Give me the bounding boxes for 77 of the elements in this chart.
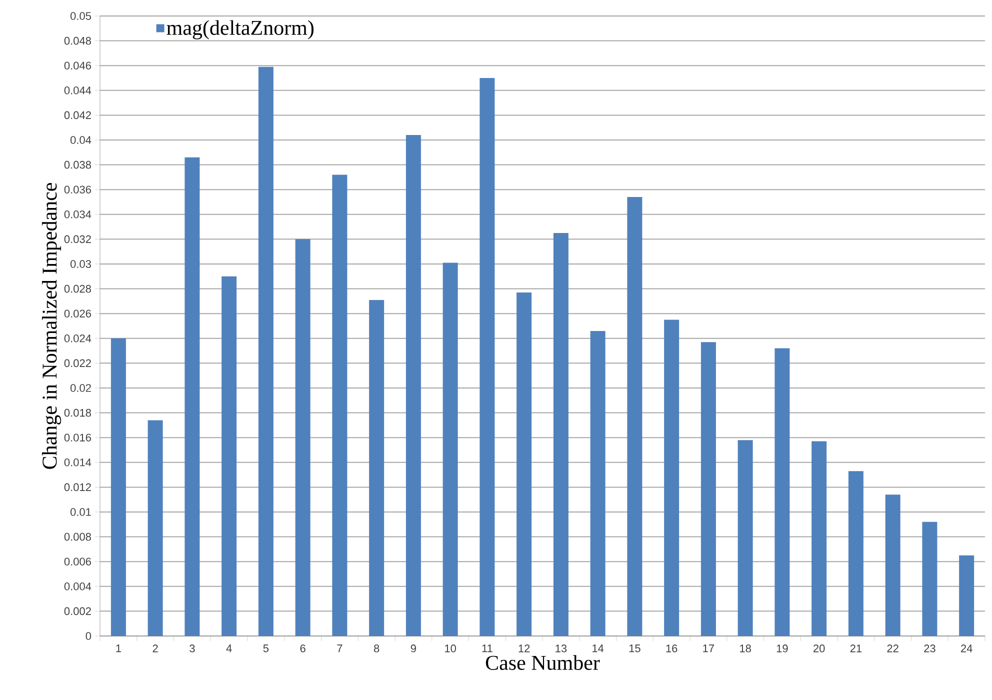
y-tick-label: 0.01: [70, 508, 91, 516]
y-tick-label: 0.022: [64, 359, 91, 368]
y-tick-label: 0.05: [70, 12, 92, 20]
x-tick-label: 9: [410, 644, 416, 652]
x-tick-label: 24: [961, 644, 972, 652]
x-tick-label: 5: [263, 644, 269, 652]
x-tick-label: 14: [592, 644, 604, 652]
y-tick-label: 0.026: [64, 310, 91, 318]
bar: [812, 441, 827, 636]
y-tick-label: 0.032: [64, 235, 91, 244]
y-tick-label: 0.004: [64, 582, 92, 590]
x-tick-label: 8: [374, 644, 380, 652]
bar: [110, 338, 126, 636]
bar: [700, 342, 716, 636]
y-tick-label: 0.028: [64, 284, 91, 293]
y-tick-label: 0.008: [64, 532, 91, 541]
bar: [480, 78, 495, 636]
x-tick-label: 10: [445, 644, 456, 652]
x-tick-label: 22: [887, 644, 898, 652]
bar: [369, 300, 384, 636]
bar: [222, 276, 237, 636]
x-tick-label: 18: [740, 644, 751, 652]
y-tick-label: 0.024: [64, 334, 92, 342]
y-tick-label: 0.038: [64, 160, 91, 169]
bar: [148, 420, 163, 636]
x-tick-label: 11: [482, 644, 492, 652]
y-tick-label: 0.002: [64, 607, 91, 616]
x-tick-label: 3: [190, 644, 195, 652]
bar: [922, 522, 938, 636]
bar: [590, 330, 606, 636]
bar: [774, 348, 790, 636]
bar: [332, 174, 348, 636]
x-tick-label: 20: [814, 644, 825, 652]
y-tick-label: 0.02: [70, 384, 91, 392]
y-tick-label: 0.012: [64, 483, 91, 492]
y-tick-label: 0.046: [64, 62, 91, 70]
bar: [295, 239, 310, 636]
x-tick-label: 23: [924, 644, 936, 652]
bar: [738, 440, 753, 636]
x-tick-label: 12: [518, 644, 530, 652]
x-tick-label: 16: [666, 644, 678, 652]
x-axis-title: Case Number: [486, 655, 600, 670]
y-tick-label: 0: [86, 632, 92, 640]
x-tick-label: 13: [556, 644, 567, 652]
bar: [553, 232, 568, 636]
y-tick-label: 0.016: [64, 434, 91, 442]
y-tick-label: 0.042: [64, 111, 91, 120]
x-tick-label: 2: [152, 644, 158, 652]
bar: [959, 555, 974, 636]
bar: [627, 197, 642, 636]
y-tick-label: 0.034: [64, 210, 92, 218]
x-tick-label: 6: [300, 644, 306, 652]
x-tick-label: 17: [703, 644, 714, 652]
x-tick-label: 7: [337, 644, 342, 652]
legend-label: mag(deltaZnorm): [166, 20, 314, 40]
bar: [664, 320, 680, 636]
x-tick-label: 1: [116, 644, 121, 652]
y-tick-label: 0.044: [64, 86, 92, 94]
x-tick-label: 4: [226, 644, 232, 652]
y-tick-label: 0.006: [64, 558, 91, 566]
y-tick-label: 0.048: [64, 36, 91, 45]
bar: [406, 135, 421, 636]
bar: [442, 262, 458, 636]
bar: [258, 66, 274, 636]
bar: [516, 292, 532, 636]
y-tick-label: 0.036: [64, 186, 91, 194]
x-tick-label: 19: [776, 644, 788, 652]
y-tick-label: 0.03: [70, 260, 91, 268]
bar: [885, 494, 900, 636]
bar: [184, 157, 200, 636]
x-tick-label: 21: [850, 644, 862, 652]
y-tick-label: 0.014: [64, 458, 92, 466]
y-axis-title: Change in Normalized Impedance: [42, 182, 62, 469]
y-tick-label: 0.018: [64, 408, 91, 417]
bar: [848, 471, 864, 636]
y-tick-label: 0.04: [70, 136, 92, 144]
x-tick-label: 15: [629, 644, 640, 652]
